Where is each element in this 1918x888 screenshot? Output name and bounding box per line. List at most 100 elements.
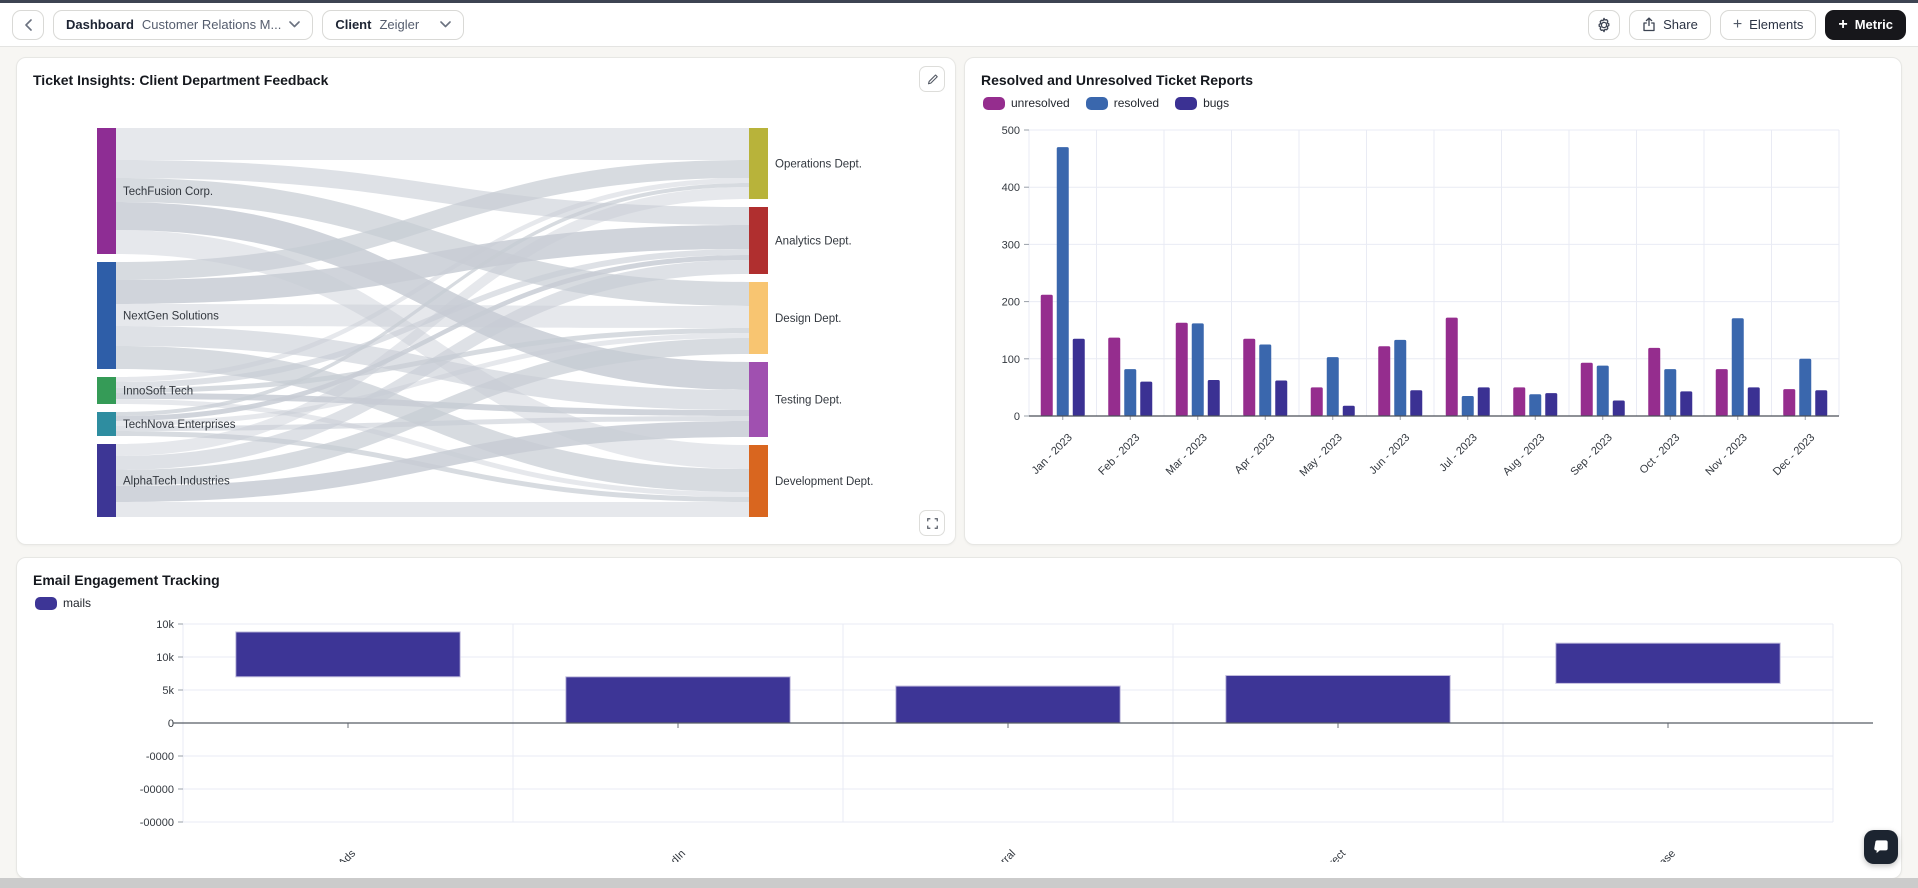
bar-mails[interactable]: [1555, 642, 1781, 684]
svg-text:-0000: -0000: [146, 751, 174, 763]
bar-unresolved[interactable]: [1378, 346, 1391, 416]
svg-text:NextGen Solutions: NextGen Solutions: [123, 311, 219, 323]
bar-resolved[interactable]: [1461, 395, 1474, 416]
panel-title: Ticket Insights: Client Department Feedb…: [33, 72, 329, 88]
back-button[interactable]: [12, 9, 44, 40]
sankey-link[interactable]: [116, 260, 749, 470]
sankey-link[interactable]: [116, 249, 749, 388]
tickets-bar-chart[interactable]: 0 100 200 300 400 500 Jan - 2023 Feb - 2023 Mar …: [981, 114, 1881, 514]
bar-bugs[interactable]: [1410, 390, 1423, 416]
bar-bugs[interactable]: [1140, 381, 1153, 416]
legend-swatch: [35, 596, 57, 610]
bar-resolved[interactable]: [1394, 339, 1407, 416]
sankey-link[interactable]: [116, 255, 749, 421]
edit-panel-button[interactable]: [919, 66, 945, 92]
chat-widget-button[interactable]: [1864, 830, 1898, 864]
sankey-chart[interactable]: TechFusion Corp. NextGen Solutions InnoSof…: [33, 98, 935, 528]
sankey-link[interactable]: [116, 230, 749, 469]
sankey-source-node[interactable]: [97, 128, 116, 254]
bar-unresolved[interactable]: [1310, 387, 1323, 416]
sankey-source-node[interactable]: [97, 412, 116, 436]
sankey-link[interactable]: [116, 225, 749, 304]
legend-item[interactable]: unresolved: [983, 96, 1070, 110]
sankey-target-node[interactable]: [749, 282, 768, 354]
sankey-source-node[interactable]: [97, 377, 116, 404]
bar-mails[interactable]: [895, 685, 1121, 724]
bar-bugs[interactable]: [1680, 391, 1693, 416]
sankey-link[interactable]: [116, 187, 749, 456]
legend-item[interactable]: mails: [35, 596, 91, 610]
sankey-link[interactable]: [116, 421, 749, 502]
svg-text:Direct: Direct: [1319, 848, 1348, 862]
tickets-panel: Resolved and Unresolved Ticket Reports u…: [964, 57, 1902, 545]
sankey-link[interactable]: [116, 338, 749, 486]
bar-resolved[interactable]: [1731, 318, 1744, 416]
bar-unresolved[interactable]: [1108, 337, 1121, 416]
bar-bugs[interactable]: [1815, 390, 1828, 416]
bar-unresolved[interactable]: [1513, 387, 1526, 416]
bar-unresolved[interactable]: [1715, 369, 1728, 416]
bar-resolved[interactable]: [1191, 323, 1204, 416]
legend-item[interactable]: resolved: [1085, 96, 1159, 110]
sankey-link[interactable]: [116, 502, 749, 517]
sankey-source-node[interactable]: [97, 262, 116, 369]
bar-unresolved[interactable]: [1580, 362, 1593, 416]
horizontal-scrollbar[interactable]: [0, 878, 1918, 888]
bar-mails[interactable]: [565, 676, 791, 724]
sankey-link[interactable]: [116, 399, 749, 497]
bar-bugs[interactable]: [1207, 379, 1220, 416]
bar-resolved[interactable]: [1529, 394, 1542, 416]
add-elements-button[interactable]: + Elements: [1719, 9, 1817, 40]
svg-text:Analytics Dept.: Analytics Dept.: [775, 236, 852, 248]
bar-bugs[interactable]: [1612, 400, 1625, 416]
bar-bugs[interactable]: [1342, 405, 1355, 416]
bar-unresolved[interactable]: [1445, 317, 1458, 416]
add-metric-button[interactable]: + Metric: [1825, 9, 1906, 40]
sankey-target-node[interactable]: [749, 445, 768, 517]
plus-icon: +: [1838, 15, 1848, 33]
bar-resolved[interactable]: [1799, 358, 1812, 416]
bar-resolved[interactable]: [1124, 369, 1137, 416]
metric-label: Metric: [1854, 17, 1893, 32]
bar-bugs[interactable]: [1072, 338, 1085, 416]
bar-unresolved[interactable]: [1175, 322, 1188, 416]
panel-title: Email Engagement Tracking: [33, 572, 220, 588]
sankey-link[interactable]: [116, 416, 749, 431]
bar-resolved[interactable]: [1596, 365, 1609, 416]
bar-resolved[interactable]: [1664, 369, 1677, 416]
bar-bugs[interactable]: [1747, 387, 1760, 416]
expand-panel-button[interactable]: [919, 510, 945, 536]
bar-unresolved[interactable]: [1648, 347, 1661, 416]
share-button[interactable]: Share: [1629, 9, 1711, 40]
sankey-link[interactable]: [116, 160, 749, 280]
bar-bugs[interactable]: [1275, 380, 1288, 416]
bar-unresolved[interactable]: [1243, 338, 1256, 416]
sankey-source-node[interactable]: [97, 444, 116, 517]
settings-button[interactable]: [1588, 9, 1621, 40]
gear-icon: [1598, 17, 1610, 32]
dashboard-label: Dashboard: [66, 17, 134, 32]
sankey-link[interactable]: [116, 128, 749, 160]
bar-mails[interactable]: [235, 631, 461, 678]
bar-bugs[interactable]: [1477, 387, 1490, 416]
sankey-link[interactable]: [116, 183, 749, 416]
bar-mails[interactable]: [1225, 674, 1451, 724]
sankey-link[interactable]: [116, 333, 749, 426]
svg-text:Oct - 2023: Oct - 2023: [1638, 432, 1683, 477]
sankey-link[interactable]: [116, 178, 749, 382]
sankey-target-node[interactable]: [749, 362, 768, 437]
sankey-link[interactable]: [116, 202, 749, 390]
dashboard-selector[interactable]: Dashboard Customer Relations M...: [53, 9, 314, 40]
svg-text:InnoSoft Tech: InnoSoft Tech: [123, 386, 193, 398]
bar-bugs[interactable]: [1545, 393, 1558, 416]
bar-resolved[interactable]: [1056, 147, 1069, 416]
sankey-target-node[interactable]: [749, 207, 768, 274]
sankey-target-node[interactable]: [749, 128, 768, 199]
bar-resolved[interactable]: [1259, 344, 1272, 417]
bar-resolved[interactable]: [1326, 357, 1339, 416]
email-bar-chart[interactable]: 10k 10k 5k 0 -0000 -00000 -00000 Google Ads Link…: [33, 612, 1883, 888]
bar-unresolved[interactable]: [1783, 389, 1796, 416]
client-selector[interactable]: Client Zeigler: [322, 9, 465, 40]
bar-unresolved[interactable]: [1040, 294, 1053, 416]
legend-item[interactable]: bugs: [1175, 96, 1229, 110]
